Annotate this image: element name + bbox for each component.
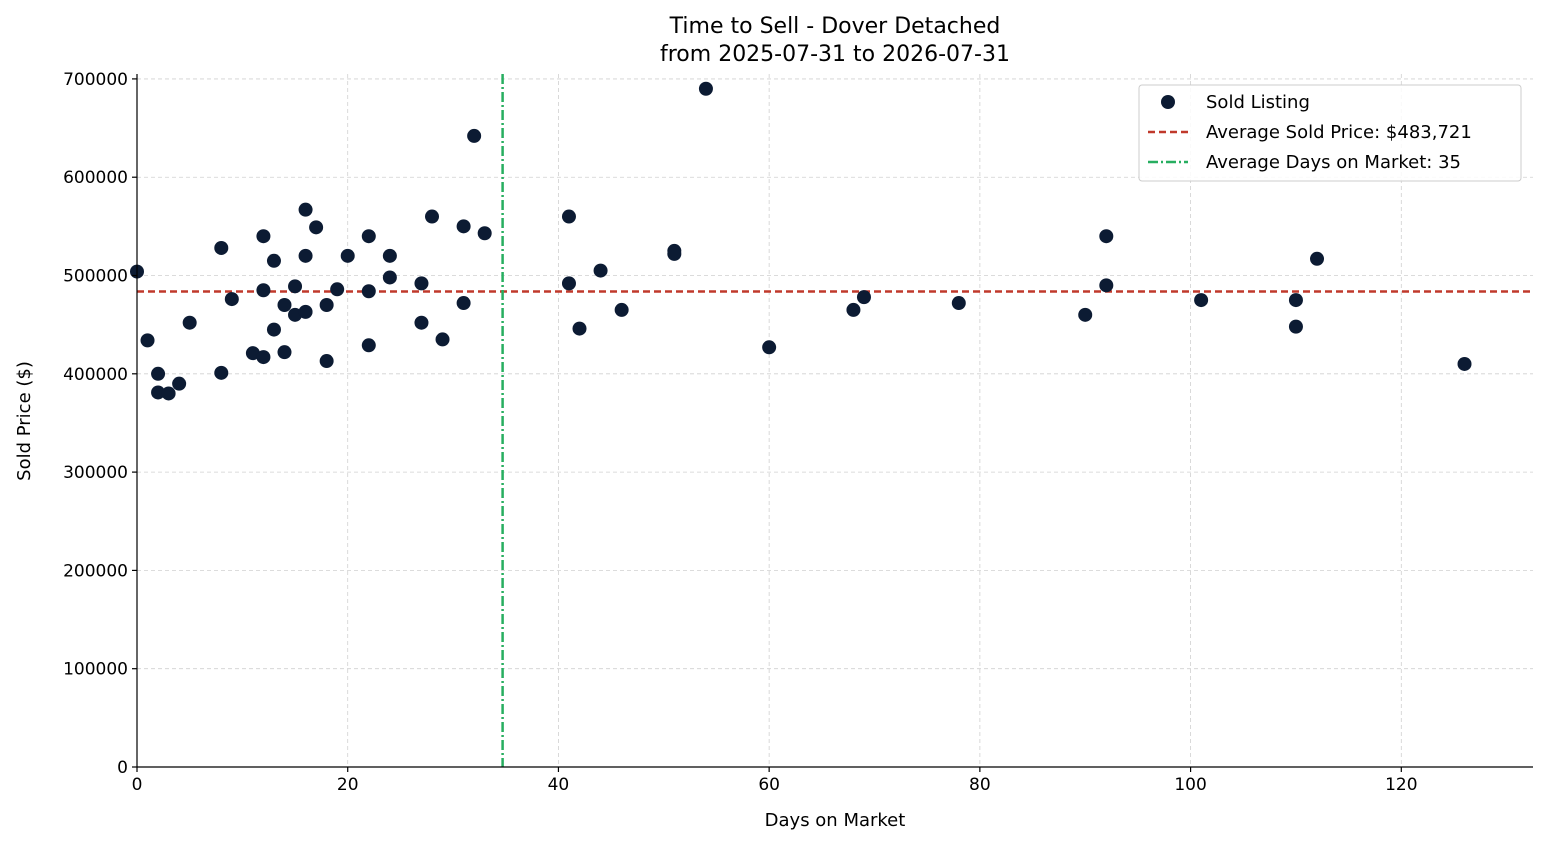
y-tick-label: 200000: [63, 561, 128, 581]
data-point: [266, 322, 281, 337]
data-point: [319, 298, 334, 312]
data-point: [698, 81, 713, 96]
data-point: [277, 298, 292, 312]
data-point: [340, 248, 355, 263]
data-point: [245, 346, 260, 361]
y-tick-label: 300000: [63, 463, 128, 483]
data-point: [382, 248, 397, 263]
data-point: [1099, 229, 1114, 244]
data-point: [182, 315, 197, 330]
data-point: [361, 284, 376, 299]
data-point: [224, 292, 239, 307]
x-tick-label: 0: [132, 775, 143, 795]
legend-frame: [1138, 84, 1522, 182]
data-point: [414, 276, 429, 291]
data-point: [288, 279, 303, 294]
data-point: [572, 321, 587, 336]
data-point: [614, 302, 629, 317]
x-tick-label: 80: [969, 775, 991, 795]
legend-point-marker: [1161, 95, 1175, 109]
data-point: [1194, 293, 1209, 308]
data-point: [151, 385, 166, 400]
data-point: [266, 253, 281, 268]
x-tick-label: 60: [758, 775, 780, 795]
data-point: [1099, 278, 1114, 293]
x-axis-label: Days on Market: [765, 810, 906, 831]
tick-labels: 0 20 40 60 80 100 120 0 100000 200000 300000 400000…: [63, 70, 1417, 795]
legend-label-avg-price: Average Sold Price: $483,721: [1206, 122, 1472, 143]
data-point: [1457, 356, 1472, 371]
data-point: [161, 386, 176, 401]
axes: [132, 74, 1533, 772]
data-point: [477, 226, 492, 241]
data-point: [288, 307, 303, 322]
data-point: [298, 304, 313, 319]
y-tick-label: 400000: [63, 365, 128, 385]
data-point: [1310, 251, 1325, 266]
data-point: [214, 365, 229, 380]
data-point: [561, 209, 576, 224]
data-point: [456, 219, 471, 234]
data-point: [467, 128, 482, 143]
data-point: [214, 240, 229, 255]
data-point: [561, 276, 576, 291]
data-point: [151, 366, 166, 381]
data-point: [330, 282, 345, 297]
x-tick-label: 120: [1385, 775, 1417, 795]
data-point: [846, 302, 861, 317]
data-point: [256, 283, 271, 298]
data-point: [298, 202, 313, 217]
data-point: [140, 333, 155, 348]
data-point: [414, 315, 429, 330]
data-point: [1288, 319, 1303, 334]
data-point: [309, 220, 324, 235]
data-point: [256, 350, 271, 365]
y-axis-label: Sold Price ($): [14, 361, 35, 481]
data-point: [1078, 307, 1093, 322]
legend-label-sold-listing: Sold Listing: [1206, 92, 1310, 113]
legend-label-avg-days: Average Days on Market: 35: [1206, 152, 1461, 173]
grid-lines: [136, 74, 1533, 768]
legend: Sold Listing Average Sold Price: $483,72…: [1138, 84, 1522, 182]
x-tick-label: 100: [1174, 775, 1206, 795]
data-point: [667, 246, 682, 261]
data-point: [762, 340, 777, 355]
chart-subtitle: from 2025-07-31 to 2026-07-31: [660, 42, 1010, 67]
y-tick-label: 100000: [63, 660, 128, 680]
data-point: [361, 338, 376, 353]
data-point: [382, 270, 397, 285]
data-point: [1288, 293, 1303, 308]
data-point: [593, 263, 608, 278]
y-tick-label: 700000: [63, 70, 128, 90]
data-point: [456, 296, 471, 311]
y-tick-label: 500000: [63, 267, 128, 287]
data-point: [856, 290, 871, 305]
data-point: [277, 345, 292, 360]
scatter-points: [130, 81, 1472, 401]
data-point: [435, 332, 450, 347]
data-point: [951, 296, 966, 311]
data-point: [425, 209, 440, 224]
y-tick-label: 0: [117, 758, 128, 778]
data-point: [172, 376, 187, 391]
chart-title: Time to Sell - Dover Detached: [669, 14, 1001, 39]
data-point: [361, 229, 376, 244]
x-tick-label: 40: [548, 775, 570, 795]
data-point: [256, 229, 271, 244]
data-point: [298, 248, 313, 263]
x-tick-label: 20: [337, 775, 359, 795]
data-point: [319, 354, 334, 369]
y-tick-label: 600000: [63, 168, 128, 188]
